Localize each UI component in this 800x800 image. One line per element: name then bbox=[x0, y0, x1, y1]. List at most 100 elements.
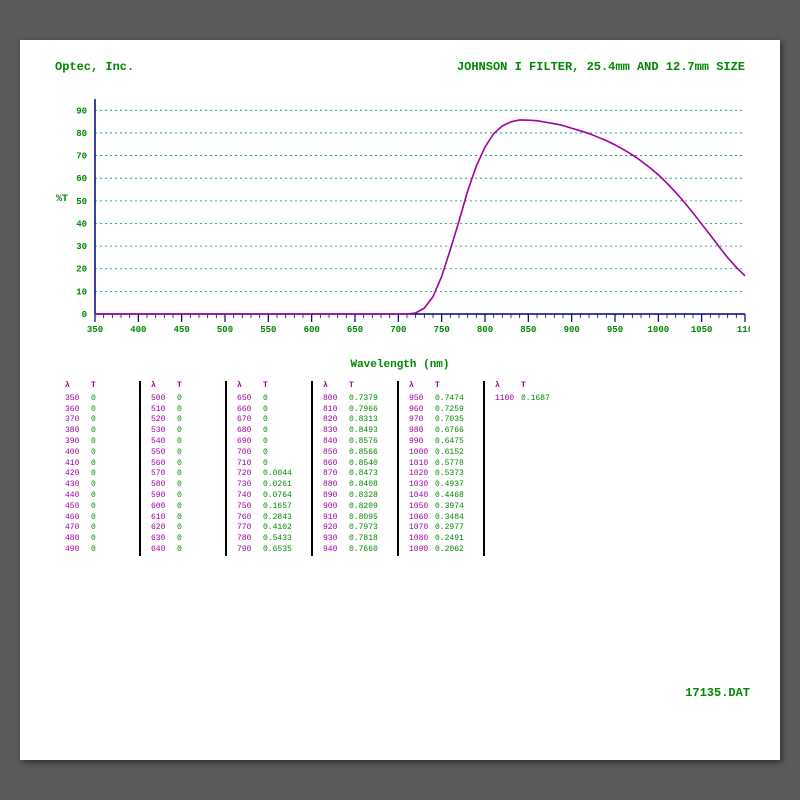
svg-text:60: 60 bbox=[76, 174, 87, 184]
table-row: 5300 bbox=[151, 426, 217, 437]
data-column: λT50005100520053005400550056005700580059… bbox=[151, 381, 227, 556]
table-row: 6300 bbox=[151, 534, 217, 545]
x-axis-label: Wavelength (nm) bbox=[35, 359, 765, 371]
column-header: λT bbox=[409, 381, 475, 392]
column-header: λT bbox=[237, 381, 303, 392]
table-row: 5800 bbox=[151, 480, 217, 491]
table-row: 8900.8328 bbox=[323, 491, 389, 502]
svg-text:%T: %T bbox=[56, 194, 68, 205]
svg-text:70: 70 bbox=[76, 152, 87, 162]
table-row: 9300.7818 bbox=[323, 534, 389, 545]
svg-text:600: 600 bbox=[304, 325, 320, 335]
table-row: 7700.4102 bbox=[237, 523, 303, 534]
table-row: 8400.8576 bbox=[323, 437, 389, 448]
table-row: 6200 bbox=[151, 523, 217, 534]
svg-text:350: 350 bbox=[87, 325, 103, 335]
chart-svg: 0102030405060708090%T3504004505005506006… bbox=[50, 89, 750, 349]
table-row: 8200.8313 bbox=[323, 415, 389, 426]
table-row: 8600.8540 bbox=[323, 459, 389, 470]
data-tables: λT35003600370038003900400041004200430044… bbox=[35, 381, 765, 556]
table-row: 7300.0261 bbox=[237, 480, 303, 491]
table-row: 4800 bbox=[65, 534, 131, 545]
data-column: λT 11000.1687 bbox=[495, 381, 569, 556]
table-row: 6500 bbox=[237, 394, 303, 405]
table-row: 6700 bbox=[237, 415, 303, 426]
table-row: 5900 bbox=[151, 491, 217, 502]
table-row: 9600.7259 bbox=[409, 405, 475, 416]
svg-text:1050: 1050 bbox=[691, 325, 713, 335]
table-row: 9000.8209 bbox=[323, 502, 389, 513]
table-row: 7200.0044 bbox=[237, 469, 303, 480]
table-row: 6600 bbox=[237, 405, 303, 416]
table-row: 4500 bbox=[65, 502, 131, 513]
table-row: 3700 bbox=[65, 415, 131, 426]
svg-text:950: 950 bbox=[607, 325, 623, 335]
svg-text:50: 50 bbox=[76, 197, 87, 207]
page: Optec, Inc. JOHNSON I FILTER, 25.4mm AND… bbox=[20, 40, 780, 760]
svg-text:900: 900 bbox=[564, 325, 580, 335]
table-row: 8800.8408 bbox=[323, 480, 389, 491]
table-row: 3800 bbox=[65, 426, 131, 437]
svg-text:80: 80 bbox=[76, 129, 87, 139]
table-row: 5200 bbox=[151, 415, 217, 426]
data-column: λT 8000.73798100.79668200.83138300.849384… bbox=[323, 381, 399, 556]
data-column: λT35003600370038003900400041004200430044… bbox=[65, 381, 141, 556]
svg-text:1000: 1000 bbox=[648, 325, 670, 335]
svg-text:10: 10 bbox=[76, 287, 87, 297]
table-row: 10500.3974 bbox=[409, 502, 475, 513]
filename-label: 17135.DAT bbox=[685, 686, 750, 700]
table-row: 4200 bbox=[65, 469, 131, 480]
table-row: 10300.4937 bbox=[409, 480, 475, 491]
svg-text:30: 30 bbox=[76, 242, 87, 252]
table-row: 5100 bbox=[151, 405, 217, 416]
column-header: λT bbox=[323, 381, 389, 392]
table-row: 7100 bbox=[237, 459, 303, 470]
table-row: 5500 bbox=[151, 448, 217, 459]
table-row: 3600 bbox=[65, 405, 131, 416]
table-row: 6400 bbox=[151, 545, 217, 556]
table-row: 4000 bbox=[65, 448, 131, 459]
table-row: 11000.1687 bbox=[495, 394, 561, 405]
table-row: 5600 bbox=[151, 459, 217, 470]
table-row: 3900 bbox=[65, 437, 131, 448]
table-row: 7900.6535 bbox=[237, 545, 303, 556]
table-row: 9800.6766 bbox=[409, 426, 475, 437]
svg-text:850: 850 bbox=[520, 325, 536, 335]
chart-title: JOHNSON I FILTER, 25.4mm AND 12.7mm SIZE bbox=[457, 60, 745, 74]
table-row: 4100 bbox=[65, 459, 131, 470]
table-row: 9400.7660 bbox=[323, 545, 389, 556]
table-row: 8100.7966 bbox=[323, 405, 389, 416]
table-row: 4900 bbox=[65, 545, 131, 556]
table-row: 6100 bbox=[151, 513, 217, 524]
table-row: 8000.7379 bbox=[323, 394, 389, 405]
table-row: 8300.8493 bbox=[323, 426, 389, 437]
transmittance-chart: 0102030405060708090%T3504004505005506006… bbox=[50, 89, 750, 349]
svg-text:650: 650 bbox=[347, 325, 363, 335]
table-row: 6800 bbox=[237, 426, 303, 437]
table-row: 7400.0764 bbox=[237, 491, 303, 502]
svg-text:40: 40 bbox=[76, 219, 87, 229]
table-row: 9700.7035 bbox=[409, 415, 475, 426]
table-row: 5000 bbox=[151, 394, 217, 405]
data-column: λT65006600670068006900700071007200.00447… bbox=[237, 381, 313, 556]
viewport: Optec, Inc. JOHNSON I FILTER, 25.4mm AND… bbox=[0, 0, 800, 800]
company-name: Optec, Inc. bbox=[55, 60, 134, 74]
table-row: 7500.1657 bbox=[237, 502, 303, 513]
table-row: 9100.8095 bbox=[323, 513, 389, 524]
header: Optec, Inc. JOHNSON I FILTER, 25.4mm AND… bbox=[35, 60, 765, 74]
table-row: 9500.7474 bbox=[409, 394, 475, 405]
table-row: 9900.6475 bbox=[409, 437, 475, 448]
data-column: λT 9500.74749600.72599700.70359800.676699… bbox=[409, 381, 485, 556]
svg-text:400: 400 bbox=[130, 325, 146, 335]
table-row: 10700.2977 bbox=[409, 523, 475, 534]
svg-text:500: 500 bbox=[217, 325, 233, 335]
svg-text:20: 20 bbox=[76, 265, 87, 275]
column-header: λT bbox=[495, 381, 561, 392]
column-header: λT bbox=[151, 381, 217, 392]
table-row: 4300 bbox=[65, 480, 131, 491]
svg-text:90: 90 bbox=[76, 106, 87, 116]
table-row: 9200.7973 bbox=[323, 523, 389, 534]
svg-text:0: 0 bbox=[82, 310, 87, 320]
table-row: 7000 bbox=[237, 448, 303, 459]
svg-text:700: 700 bbox=[390, 325, 406, 335]
